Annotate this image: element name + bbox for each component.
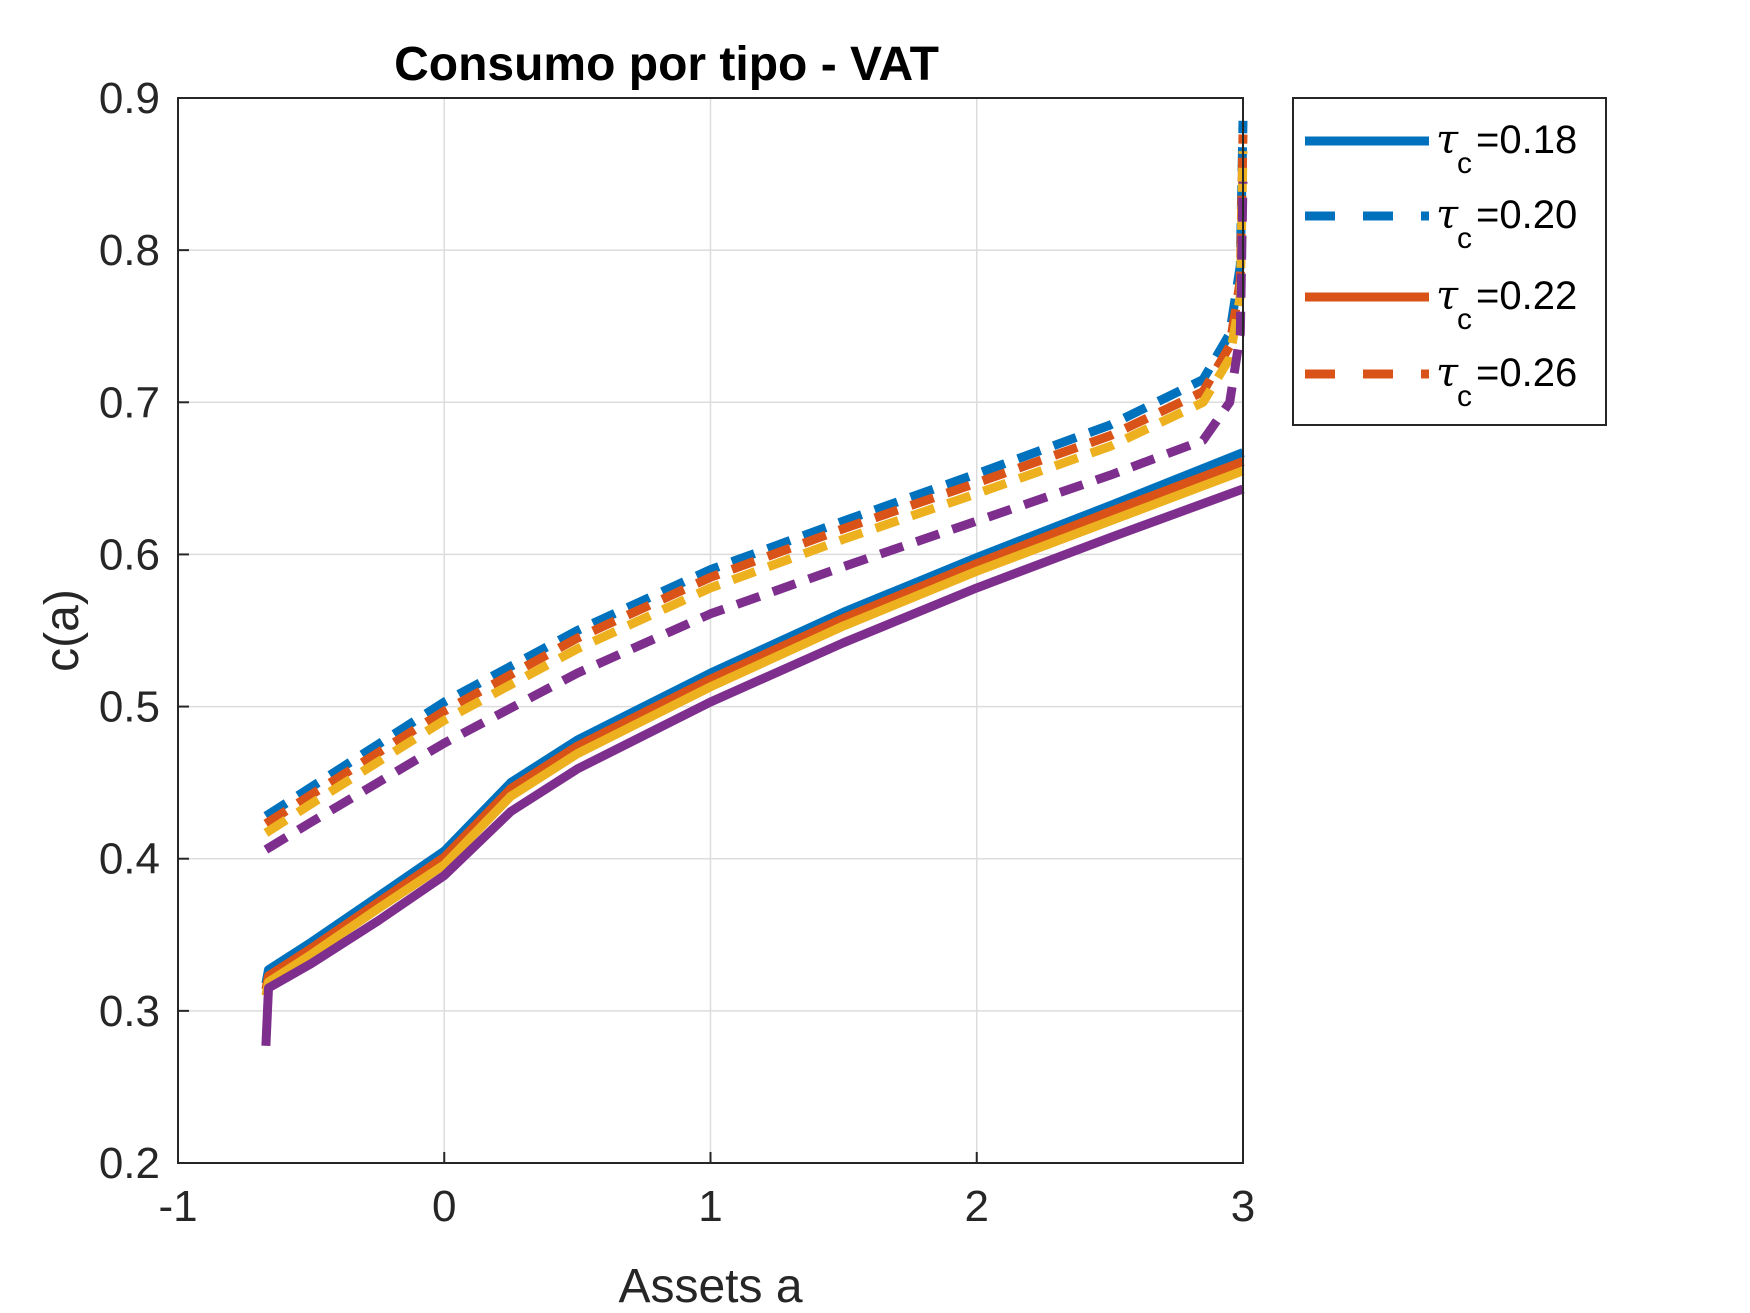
x-tick-label: 3 <box>1231 1182 1255 1231</box>
x-tick-label: 2 <box>965 1182 989 1231</box>
y-tick-label: 0.2 <box>99 1139 160 1188</box>
legend-label: =0.20 <box>1476 193 1577 237</box>
x-axis-label: Assets a <box>618 1260 802 1313</box>
y-tick-label: 0.4 <box>99 835 160 884</box>
y-tick-label: 0.6 <box>99 530 160 579</box>
series-line-1 <box>261 448 1245 985</box>
series-line-3 <box>261 466 1245 997</box>
y-tick-label: 0.9 <box>99 74 160 123</box>
series-layer <box>261 120 1248 1047</box>
legend-box <box>1292 97 1607 426</box>
legend-label: =0.22 <box>1476 274 1577 318</box>
legend-subscript: c <box>1457 380 1472 413</box>
legend-symbol: τ <box>1436 117 1459 163</box>
legend-label: =0.18 <box>1476 118 1577 162</box>
series-line-8 <box>263 181 1248 854</box>
legend-label: =0.26 <box>1476 351 1577 395</box>
series-line-4 <box>261 484 1245 1047</box>
legend-subscript: c <box>1457 222 1472 255</box>
y-tick-label: 0.8 <box>99 226 160 275</box>
legend-symbol: τ <box>1436 350 1459 396</box>
axis-ticks: -1 0 1 2 3 0.2 0.3 0.4 0.5 0.6 0.7 0.8 0.9 <box>99 74 1255 1231</box>
x-tick-label: 0 <box>432 1182 456 1231</box>
chart-title: Consumo por tipo - VAT <box>394 38 939 91</box>
y-tick-label: 0.5 <box>99 683 160 732</box>
legend-symbol: τ <box>1436 192 1459 238</box>
legend-subscript: c <box>1457 303 1472 336</box>
legend-subscript: c <box>1457 147 1472 180</box>
y-axis-label: c(a) <box>36 589 89 672</box>
legend-symbol: τ <box>1436 273 1459 319</box>
y-tick-label: 0.3 <box>99 987 160 1036</box>
series-line-2 <box>261 457 1245 991</box>
y-tick-label: 0.7 <box>99 378 160 427</box>
x-tick-label: -1 <box>158 1182 197 1231</box>
x-tick-label: 1 <box>698 1182 722 1231</box>
